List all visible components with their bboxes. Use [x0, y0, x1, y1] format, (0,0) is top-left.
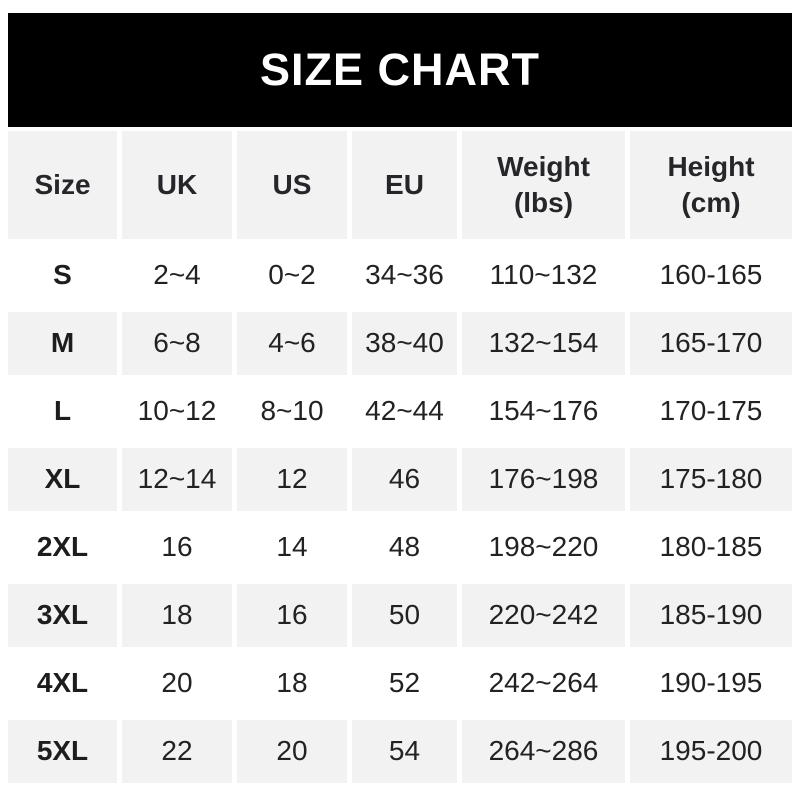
column-header-size: Size: [8, 131, 117, 239]
cell-3xl-eu: 50: [352, 584, 457, 647]
cell-l-us: 8~10: [237, 380, 347, 443]
cell-xl-eu: 46: [352, 448, 457, 511]
cell-s-size: S: [8, 244, 117, 307]
cell-2xl-eu: 48: [352, 516, 457, 579]
cell-xl-uk: 12~14: [122, 448, 232, 511]
cell-2xl-us: 14: [237, 516, 347, 579]
cell-m-height_cm: 165-170: [630, 312, 792, 375]
cell-4xl-eu: 52: [352, 652, 457, 715]
cell-xl-size: XL: [8, 448, 117, 511]
cell-xl-weight_lbs: 176~198: [462, 448, 625, 511]
column-header-eu: EU: [352, 131, 457, 239]
cell-2xl-weight_lbs: 198~220: [462, 516, 625, 579]
page-title: SIZE CHART: [260, 44, 540, 95]
cell-3xl-us: 16: [237, 584, 347, 647]
cell-2xl-height_cm: 180-185: [630, 516, 792, 579]
cell-4xl-us: 18: [237, 652, 347, 715]
cell-5xl-weight_lbs: 264~286: [462, 720, 625, 783]
cell-m-weight_lbs: 132~154: [462, 312, 625, 375]
cell-2xl-size: 2XL: [8, 516, 117, 579]
cell-4xl-weight_lbs: 242~264: [462, 652, 625, 715]
cell-xl-height_cm: 175-180: [630, 448, 792, 511]
cell-s-height_cm: 160-165: [630, 244, 792, 307]
cell-5xl-size: 5XL: [8, 720, 117, 783]
cell-s-us: 0~2: [237, 244, 347, 307]
cell-m-us: 4~6: [237, 312, 347, 375]
cell-2xl-uk: 16: [122, 516, 232, 579]
cell-s-weight_lbs: 110~132: [462, 244, 625, 307]
column-header-weight: Weight (lbs): [462, 131, 625, 239]
cell-s-uk: 2~4: [122, 244, 232, 307]
cell-m-uk: 6~8: [122, 312, 232, 375]
cell-4xl-uk: 20: [122, 652, 232, 715]
title-banner: SIZE CHART: [8, 13, 792, 127]
cell-xl-us: 12: [237, 448, 347, 511]
cell-4xl-height_cm: 190-195: [630, 652, 792, 715]
cell-m-eu: 38~40: [352, 312, 457, 375]
cell-l-size: L: [8, 380, 117, 443]
cell-5xl-height_cm: 195-200: [630, 720, 792, 783]
column-header-uk: UK: [122, 131, 232, 239]
cell-4xl-size: 4XL: [8, 652, 117, 715]
cell-3xl-height_cm: 185-190: [630, 584, 792, 647]
cell-5xl-eu: 54: [352, 720, 457, 783]
cell-s-eu: 34~36: [352, 244, 457, 307]
cell-5xl-uk: 22: [122, 720, 232, 783]
cell-3xl-size: 3XL: [8, 584, 117, 647]
cell-m-size: M: [8, 312, 117, 375]
cell-3xl-weight_lbs: 220~242: [462, 584, 625, 647]
cell-l-height_cm: 170-175: [630, 380, 792, 443]
cell-l-uk: 10~12: [122, 380, 232, 443]
cell-l-eu: 42~44: [352, 380, 457, 443]
cell-3xl-uk: 18: [122, 584, 232, 647]
column-header-us: US: [237, 131, 347, 239]
cell-5xl-us: 20: [237, 720, 347, 783]
cell-l-weight_lbs: 154~176: [462, 380, 625, 443]
size-table: Size UK US EU Weight (lbs) Height (cm) S…: [8, 131, 792, 783]
column-header-height: Height (cm): [630, 131, 792, 239]
